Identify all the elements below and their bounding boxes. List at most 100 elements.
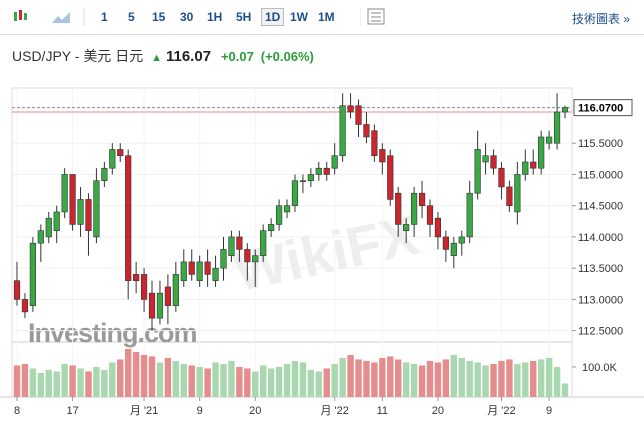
candle-body — [331, 155, 338, 169]
x-tick-label: 17 — [66, 405, 78, 417]
candle — [546, 130, 553, 150]
interval-button[interactable]: 5 — [128, 10, 135, 24]
y-tick-label: 113.5000 — [578, 263, 623, 275]
x-tick-label: 月 '22 — [487, 405, 515, 417]
candle-body — [450, 242, 457, 256]
candle — [299, 174, 307, 194]
candle-body — [244, 249, 251, 263]
candle-body — [275, 205, 283, 225]
candle-body — [315, 167, 322, 175]
candle-body — [466, 192, 473, 238]
volume-bar — [164, 357, 172, 397]
candle — [196, 255, 203, 287]
candle-body — [411, 192, 418, 225]
interval-button[interactable]: 30 — [180, 10, 194, 24]
candle-body — [283, 205, 291, 213]
volume-bar — [299, 362, 307, 397]
candle-body — [395, 192, 402, 225]
candle — [498, 161, 505, 200]
candle-body — [204, 261, 211, 275]
volume-bar — [458, 357, 465, 397]
candle — [53, 205, 60, 244]
candle-body — [363, 124, 370, 138]
candle-body — [140, 274, 148, 300]
candle — [140, 268, 148, 312]
volume-bar — [188, 365, 195, 397]
candle — [403, 218, 410, 244]
candle — [93, 168, 100, 244]
candle — [125, 149, 132, 300]
candle — [180, 249, 187, 287]
candle-body — [434, 217, 442, 238]
interval-button[interactable]: 1M — [318, 10, 335, 24]
candle-body — [117, 149, 124, 157]
candle — [13, 261, 21, 306]
x-tick-label: 20 — [432, 405, 444, 417]
volume-bar — [267, 368, 275, 397]
candle-body — [323, 167, 330, 175]
interval-button[interactable]: 5H — [236, 10, 252, 24]
candle — [347, 93, 354, 119]
volume-bar — [283, 363, 291, 397]
candle-body — [260, 230, 267, 256]
volume-bar — [275, 366, 283, 397]
table-icon[interactable] — [360, 0, 390, 34]
candle — [164, 274, 171, 325]
candle — [450, 236, 457, 269]
candle — [323, 161, 330, 181]
candle-body — [93, 180, 100, 238]
x-tick-label: 月 '21 — [130, 405, 158, 417]
candle — [156, 280, 164, 325]
volume-bar — [156, 362, 164, 397]
volume-bar — [410, 363, 418, 397]
candle — [331, 143, 338, 175]
volume-bar — [434, 362, 442, 397]
candle — [315, 161, 322, 181]
candle-body — [387, 155, 394, 200]
volume-bar — [530, 360, 537, 397]
candle — [45, 211, 52, 244]
x-tick-label: 11 — [377, 405, 388, 417]
candle — [411, 186, 418, 237]
volume-bar — [132, 351, 140, 397]
x-tick-label: 8 — [14, 405, 20, 417]
volume-bar — [85, 371, 92, 397]
candle-body — [109, 149, 116, 169]
volume-bar — [291, 360, 299, 397]
candle-body — [69, 174, 76, 225]
x-tick-label: 9 — [546, 405, 552, 417]
volume-bar — [212, 362, 219, 397]
candle-body — [172, 274, 179, 306]
interval-button[interactable]: 15 — [152, 10, 166, 24]
quote-header: USD/JPY - 美元 日元 ▲ 116.07 +0.07 (+0.06%) — [12, 46, 314, 66]
tech-chart-link[interactable]: 技術圖表 » — [572, 12, 631, 26]
candle-body — [379, 149, 386, 163]
candle — [514, 161, 521, 225]
interval-button[interactable]: 1W — [290, 10, 308, 24]
up-arrow: ▲ — [151, 52, 162, 64]
interval-button-selected[interactable]: 1D — [261, 8, 285, 26]
interval-button[interactable]: 1H — [207, 10, 223, 24]
volume-bar — [307, 369, 315, 397]
candle — [482, 143, 489, 175]
candle — [538, 130, 545, 175]
watermark-investing: Investing.com — [28, 318, 197, 348]
x-tick-label: 20 — [249, 405, 261, 417]
volume-bar — [236, 366, 243, 397]
price: 116.07 — [165, 48, 212, 65]
candle-body — [561, 107, 569, 113]
volume-bar — [498, 360, 505, 397]
watermark-wikifx: WikiFX — [228, 203, 423, 303]
volume-bar — [77, 368, 84, 397]
candle-body — [101, 167, 108, 182]
interval-button[interactable]: 1 — [101, 10, 108, 24]
candle — [522, 149, 529, 181]
symbol: USD/JPY - 美元 日元 — [12, 48, 144, 64]
candle-body — [403, 224, 410, 231]
volume-bar — [204, 368, 211, 397]
volume-bar — [117, 359, 124, 397]
volume-bar — [109, 362, 116, 397]
candle-body — [13, 280, 21, 300]
candle — [133, 261, 140, 294]
